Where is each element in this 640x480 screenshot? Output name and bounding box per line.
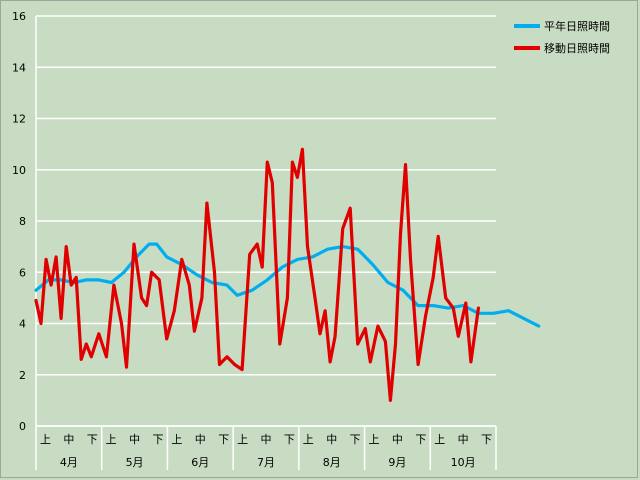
x-decade-label: 中: [458, 433, 469, 446]
x-decade-label: 中: [63, 433, 74, 446]
x-decade-label: 下: [415, 433, 426, 446]
x-decade-label: 下: [350, 433, 361, 446]
series-lines: [34, 147, 541, 402]
x-month-label: 5月: [126, 456, 144, 469]
x-decade-label: 上: [106, 433, 117, 446]
y-tick-label: 4: [19, 318, 26, 331]
x-decade-label: 中: [195, 433, 206, 446]
x-month-label: 8月: [323, 456, 341, 469]
x-decade-label: 上: [237, 433, 248, 446]
y-tick-label: 2: [19, 369, 26, 382]
x-decade-label: 上: [303, 433, 314, 446]
x-decade-label: 下: [152, 433, 163, 446]
x-decade-label: 中: [326, 433, 337, 446]
y-tick-label: 14: [12, 61, 26, 74]
x-month-label: 9月: [388, 456, 406, 469]
x-decade-label: 上: [40, 433, 51, 446]
x-axis: 上中下4月上中下5月上中下6月上中下7月上中下8月上中下9月上中下10月: [35, 425, 497, 470]
x-decade-label: 中: [129, 433, 140, 446]
y-tick-label: 0: [19, 420, 26, 433]
x-month-label: 7月: [257, 456, 275, 469]
y-tick-label: 6: [19, 266, 26, 279]
series-line-2: [34, 147, 480, 402]
series-line-1: [34, 242, 541, 328]
y-tick-label: 12: [12, 113, 26, 126]
x-decade-label: 下: [87, 433, 98, 446]
y-tick-label: 16: [12, 10, 26, 23]
legend-label-2: 移動日照時間: [544, 41, 610, 55]
x-decade-label: 中: [261, 433, 272, 446]
x-month-label: 4月: [60, 456, 78, 469]
x-decade-label: 中: [392, 433, 403, 446]
x-decade-label: 上: [369, 433, 380, 446]
x-decade-label: 上: [434, 433, 445, 446]
y-tick-label: 8: [19, 215, 26, 228]
legend-label-1: 平年日照時間: [544, 19, 610, 33]
x-decade-label: 下: [481, 433, 492, 446]
x-decade-label: 上: [171, 433, 182, 446]
y-tick-label: 10: [12, 164, 26, 177]
x-decade-label: 下: [218, 433, 229, 446]
y-tick-labels: 0 2 4 6 8 10 12 14 16: [12, 10, 26, 433]
x-month-label: 10月: [451, 456, 476, 469]
x-decade-label: 下: [284, 433, 295, 446]
x-month-label: 6月: [191, 456, 209, 469]
